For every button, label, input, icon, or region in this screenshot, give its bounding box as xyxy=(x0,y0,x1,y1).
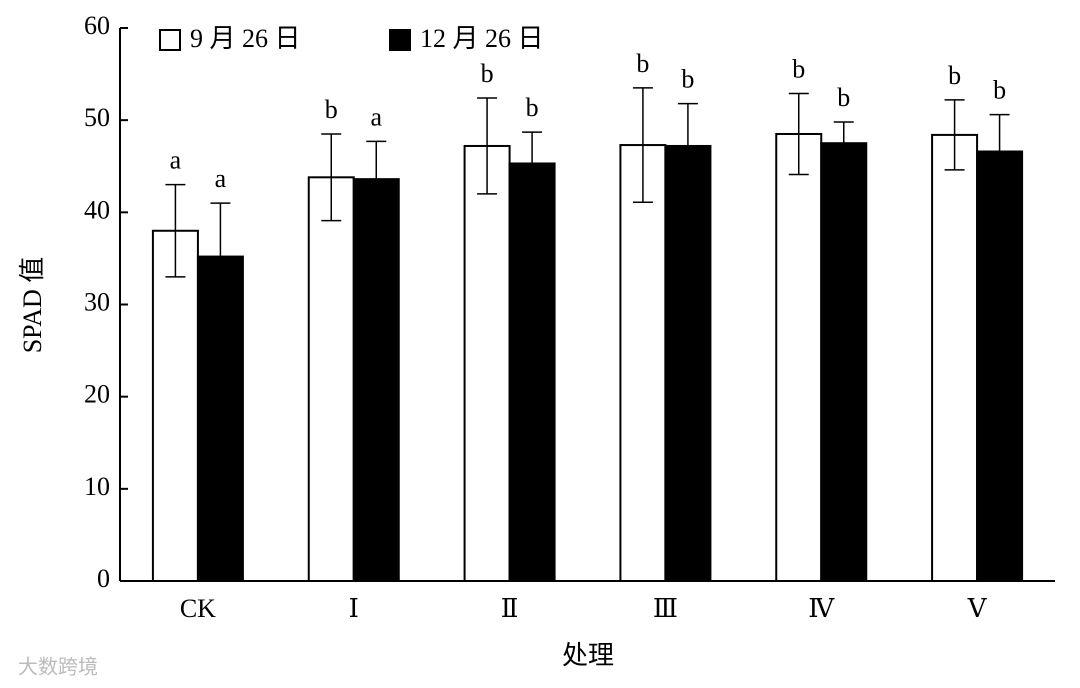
significance-label: b xyxy=(681,65,694,94)
y-tick-label: 40 xyxy=(84,195,110,224)
y-axis-label: SPAD 值 xyxy=(18,257,47,354)
y-tick-label: 10 xyxy=(84,472,110,501)
significance-label: a xyxy=(370,102,382,131)
y-tick-label: 0 xyxy=(97,564,110,593)
bar xyxy=(775,132,823,582)
legend-swatch xyxy=(389,29,411,51)
error-bar xyxy=(788,92,809,176)
bar xyxy=(307,176,355,582)
significance-label: a xyxy=(170,146,182,175)
error-bar xyxy=(677,102,698,190)
significance-label: b xyxy=(526,93,539,122)
legend-label: 9 月 26 日 xyxy=(190,24,301,53)
significance-label: b xyxy=(325,95,338,124)
x-tick-label: Ⅴ xyxy=(967,594,988,623)
error-bar xyxy=(989,113,1010,190)
bar xyxy=(508,162,556,583)
bar xyxy=(151,229,199,582)
y-tick-label: 30 xyxy=(84,287,110,316)
error-bar xyxy=(632,87,653,203)
y-tick-label: 20 xyxy=(84,380,110,409)
error-bar xyxy=(833,121,854,166)
watermark: 大数跨境 xyxy=(18,655,98,679)
bar xyxy=(463,144,511,582)
x-tick-label: CK xyxy=(180,594,216,623)
significance-label: a xyxy=(215,164,227,193)
bar xyxy=(931,133,979,582)
x-tick-label: Ⅳ xyxy=(808,594,835,623)
bar xyxy=(352,178,400,583)
significance-label: b xyxy=(481,59,494,88)
error-bar xyxy=(321,133,342,222)
legend-swatch xyxy=(159,29,181,51)
y-tick-label: 50 xyxy=(84,103,110,132)
error-bar xyxy=(944,99,965,171)
y-tick-label: 60 xyxy=(84,11,110,40)
bar xyxy=(664,144,712,582)
error-bar xyxy=(522,131,543,196)
error-bar xyxy=(210,202,231,311)
error-bar xyxy=(477,97,498,195)
bar xyxy=(619,144,667,582)
error-bar xyxy=(366,140,387,218)
significance-label: b xyxy=(948,61,961,90)
bar xyxy=(820,142,868,582)
x-tick-label: Ⅲ xyxy=(653,594,678,623)
significance-label: b xyxy=(837,83,850,112)
significance-label: b xyxy=(636,49,649,78)
significance-label: b xyxy=(993,76,1006,105)
error-bar xyxy=(165,183,186,278)
x-tick-label: Ⅰ xyxy=(349,594,359,623)
x-tick-label: Ⅱ xyxy=(501,594,519,623)
legend-label: 12 月 26 日 xyxy=(420,24,544,53)
x-axis-label: 处理 xyxy=(562,641,614,670)
bar xyxy=(976,150,1024,582)
significance-label: b xyxy=(792,54,805,83)
